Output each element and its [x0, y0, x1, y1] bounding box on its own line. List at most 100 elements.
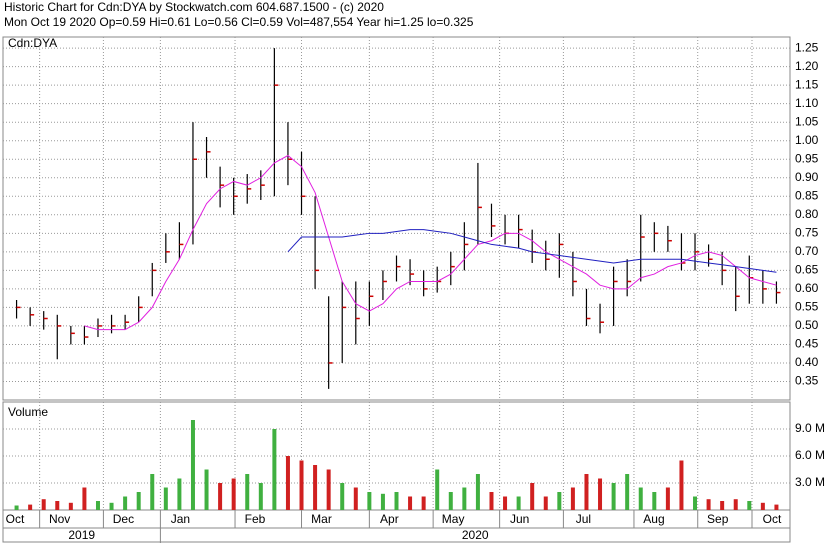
y-tick-label: 0.65	[795, 263, 819, 277]
y-tick-label: 0.60	[795, 281, 819, 295]
volume-bar	[41, 499, 46, 510]
x-tick-label: Jun	[510, 512, 529, 526]
volume-bar	[638, 487, 643, 510]
moving-average	[84, 154, 777, 331]
volume-bar	[516, 496, 521, 510]
volume-bar	[408, 496, 413, 510]
year-label: 2020	[462, 528, 489, 542]
x-tick-label: Sep	[707, 512, 729, 526]
volume-bar	[380, 493, 385, 510]
volume-bar	[720, 501, 725, 510]
y-tick-label: 3.0 M	[795, 475, 825, 489]
y-tick-label: 0.80	[795, 207, 819, 221]
volume-bar	[95, 501, 100, 510]
y-tick-label: 0.45	[795, 337, 819, 351]
volume-bar	[760, 502, 765, 510]
x-tick-label: Jul	[576, 512, 591, 526]
volume-bar	[272, 429, 277, 510]
y-tick-label: 1.05	[795, 114, 819, 128]
y-tick-label: 0.70	[795, 244, 819, 258]
y-tick-label: 0.85	[795, 188, 819, 202]
volume-bar	[258, 483, 263, 510]
y-tick-label: 1.25	[795, 40, 819, 54]
volume-bar	[150, 474, 155, 510]
volume-bar	[598, 478, 603, 510]
y-tick-label: 0.35	[795, 374, 819, 388]
x-tick-label: Nov	[49, 512, 70, 526]
volume-bar	[367, 492, 372, 510]
y-tick-label: 1.20	[795, 59, 819, 73]
y-tick-label: 9.0 M	[795, 421, 825, 435]
x-tick-label: May	[442, 512, 465, 526]
volume-bar	[706, 499, 711, 510]
volume-bar	[652, 492, 657, 510]
volume-bar	[570, 487, 575, 510]
y-tick-label: 6.0 M	[795, 448, 825, 462]
year-row	[2, 527, 791, 543]
volume-bar	[109, 502, 114, 510]
y-tick-label: 0.90	[795, 170, 819, 184]
y-tick-label: 0.40	[795, 355, 819, 369]
volume-bar	[693, 496, 698, 510]
x-tick-label: Aug	[643, 512, 664, 526]
moving-average	[287, 229, 777, 273]
volume-bar	[245, 474, 250, 510]
volume-bar	[503, 496, 508, 510]
volume-bar	[475, 474, 480, 510]
y-tick-label: 0.75	[795, 225, 819, 239]
volume-bar	[448, 492, 453, 510]
x-tick-label: Dec	[113, 512, 134, 526]
volume-bar	[421, 496, 426, 510]
volume-bar	[611, 483, 616, 510]
volume-bar	[313, 465, 318, 510]
volume-bar	[163, 487, 168, 510]
volume-bar	[14, 505, 19, 510]
x-tick-label: Apr	[380, 512, 399, 526]
volume-bar	[68, 502, 73, 510]
volume-bar	[733, 499, 738, 510]
y-tick-label: 1.10	[795, 96, 819, 110]
volume-bar	[774, 504, 779, 510]
volume-bar	[204, 469, 209, 510]
volume-bar	[340, 483, 345, 510]
chart-title: Historic Chart for Cdn:DYA by Stockwatch…	[4, 0, 384, 14]
volume-bar	[218, 483, 223, 510]
y-tick-label: 0.95	[795, 151, 819, 165]
volume-bar	[55, 501, 60, 510]
volume-bar	[679, 460, 684, 510]
volume-bar	[299, 460, 304, 510]
volume-bar	[190, 420, 195, 510]
volume-bar	[285, 456, 290, 510]
volume-bar	[435, 469, 440, 510]
volume-label: Volume	[8, 405, 48, 419]
chart-subtitle: Mon Oct 19 2020 Op=0.59 Hi=0.61 Lo=0.56 …	[4, 15, 474, 29]
symbol-label: Cdn:DYA	[8, 36, 57, 50]
x-tick-label: Feb	[245, 512, 266, 526]
volume-bar	[28, 504, 33, 510]
y-tick-label: 0.50	[795, 318, 819, 332]
x-tick-label: Jan	[171, 512, 190, 526]
volume-bar	[489, 492, 494, 510]
volume-bar	[177, 478, 182, 510]
volume-bar	[557, 492, 562, 510]
volume-bar	[747, 501, 752, 510]
x-tick-label: Oct	[6, 512, 25, 526]
volume-bar	[543, 496, 548, 510]
volume-bar	[82, 487, 87, 510]
y-tick-label: 1.15	[795, 77, 819, 91]
volume-bar	[136, 492, 141, 510]
y-tick-label: 1.00	[795, 133, 819, 147]
y-tick-label: 0.55	[795, 300, 819, 314]
price-panel	[2, 36, 791, 401]
year-label: 2019	[68, 528, 95, 542]
volume-bar	[353, 487, 358, 510]
volume-bar	[625, 474, 630, 510]
volume-bar	[123, 496, 128, 510]
volume-bar	[462, 487, 467, 510]
volume-bar	[326, 469, 331, 510]
volume-bar	[530, 483, 535, 510]
volume-bar	[665, 487, 670, 510]
x-tick-label: Mar	[311, 512, 332, 526]
